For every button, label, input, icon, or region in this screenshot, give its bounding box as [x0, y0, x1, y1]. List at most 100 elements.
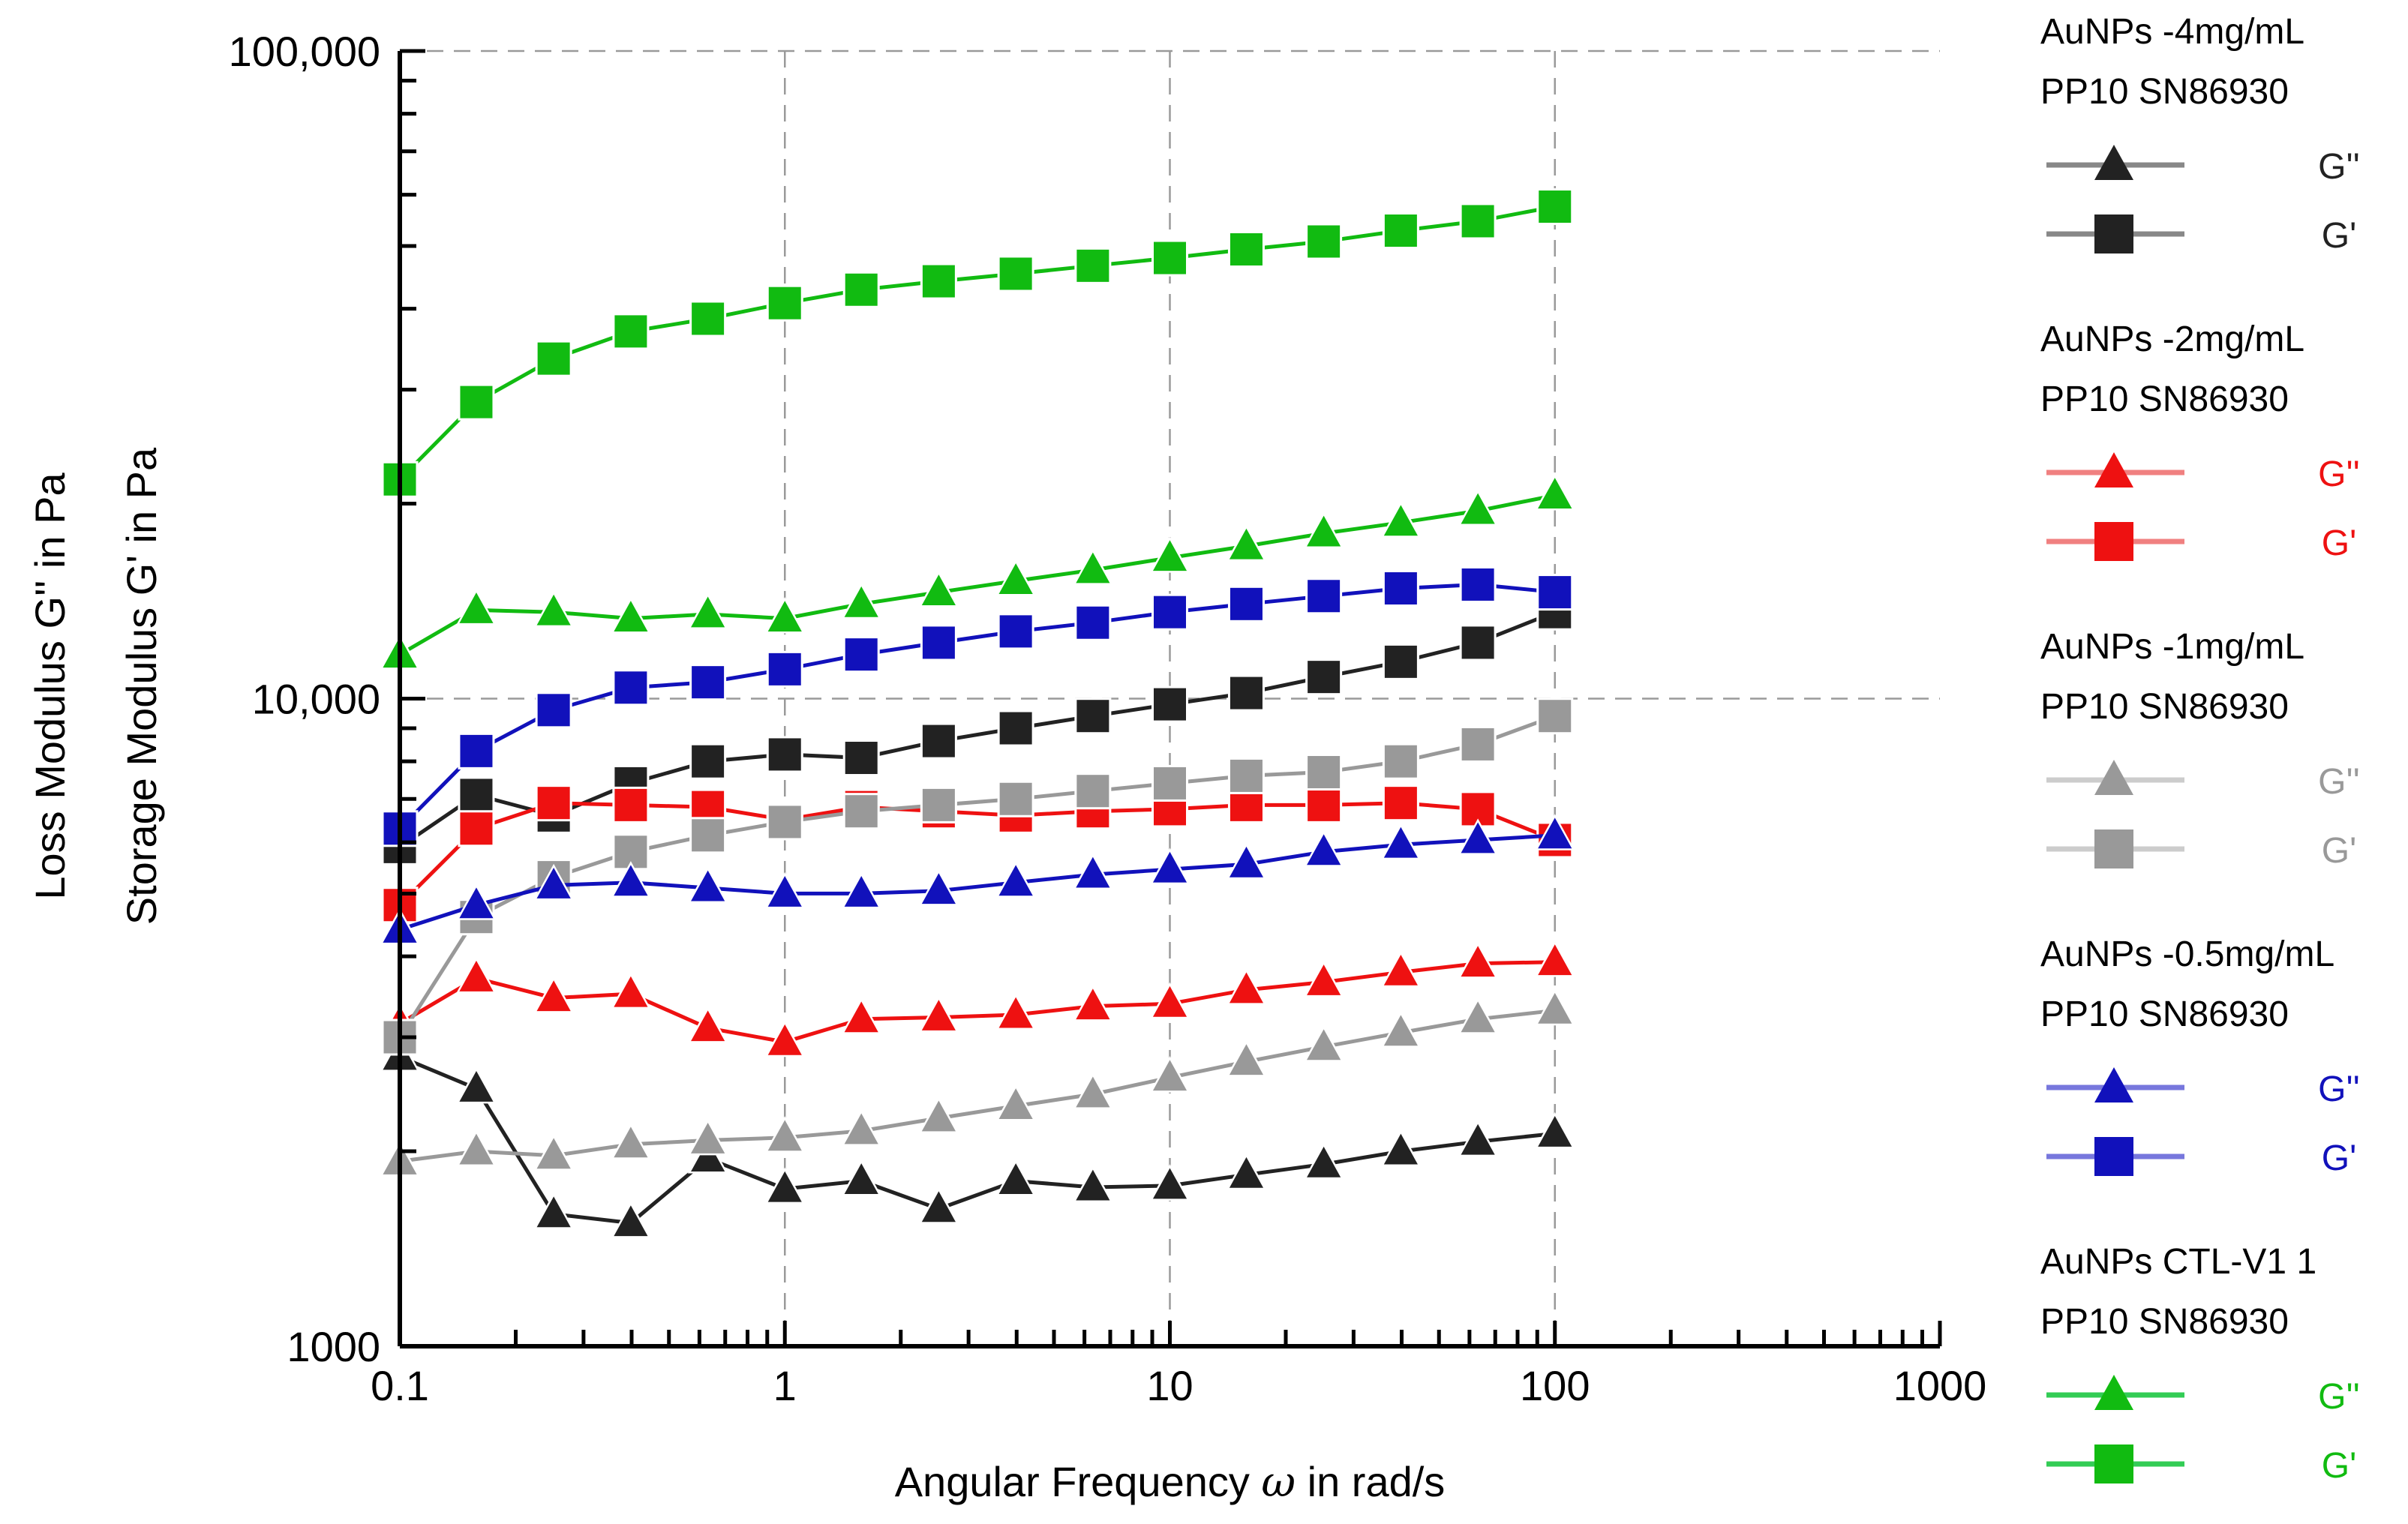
data-point-triangle — [1458, 1120, 1498, 1157]
y-tick-label: 10,000 — [252, 676, 380, 723]
data-point-square — [997, 255, 1034, 292]
data-point-triangle — [611, 972, 651, 1010]
data-point-square — [920, 624, 957, 662]
data-point-triangle — [533, 1192, 574, 1229]
axis-labels: 0.1 1 10 100 1000 1000 10,000 100,000 Angular Fr… — [26, 28, 1986, 1507]
data-point-square — [1305, 658, 1343, 696]
y-axis-title-loss: Loss Modulus G'' in Pa — [26, 472, 74, 900]
data-point-square — [997, 710, 1034, 747]
data-point-triangle — [918, 1096, 959, 1133]
data-point-triangle — [918, 995, 959, 1033]
data-point-triangle — [1380, 1011, 1422, 1048]
data-point-triangle — [918, 570, 959, 608]
data-point-triangle — [456, 884, 497, 920]
data-point-triangle — [1534, 988, 1575, 1026]
data-point-triangle — [611, 1123, 651, 1160]
data-point-triangle — [611, 1202, 651, 1238]
data-point-square — [689, 664, 727, 701]
data-point-triangle — [995, 1084, 1036, 1121]
data-point-square — [1305, 754, 1343, 791]
data-point-triangle — [841, 998, 882, 1034]
legend-group-subtitle: PP10 SN86930 — [2040, 380, 2289, 419]
series-line-0-1 — [398, 610, 1556, 849]
series-line-3-0 — [399, 833, 1555, 932]
x-axis-title-main: Angular Frequency — [895, 1458, 1262, 1505]
data-point-square — [689, 817, 727, 854]
data-point-square — [689, 742, 727, 780]
data-point-square — [1074, 698, 1112, 735]
legend-series-label: G' — [2322, 216, 2357, 256]
legend-group-subtitle: PP10 SN86930 — [2040, 72, 2289, 112]
legend-group-subtitle: PP10 SN86930 — [2040, 1302, 2289, 1342]
legend-triangle-marker — [2094, 145, 2133, 180]
data-point-triangle — [1303, 1025, 1344, 1062]
data-point-triangle — [1149, 1056, 1190, 1093]
x-tick-label: 0.1 — [371, 1362, 429, 1409]
data-point-square — [1151, 764, 1188, 802]
data-point-square — [535, 692, 572, 729]
data-point-triangle — [1073, 853, 1113, 890]
x-tick-label: 1 — [773, 1362, 797, 1409]
data-point-triangle — [841, 1109, 882, 1146]
data-point-square — [920, 262, 957, 300]
legend-series-label: G' — [2322, 831, 2357, 871]
data-point-triangle — [1534, 814, 1575, 850]
data-point-triangle — [1149, 1164, 1190, 1201]
data-point-square — [1382, 742, 1419, 780]
data-point-square — [1151, 593, 1188, 631]
data-point-triangle — [841, 1159, 882, 1196]
data-point-triangle — [1073, 985, 1113, 1022]
data-point-square — [842, 793, 880, 830]
x-tick-label: 1000 — [1893, 1362, 1987, 1409]
legend-square-marker — [2094, 522, 2133, 561]
data-point-triangle — [687, 1118, 728, 1156]
data-point-triangle — [687, 1006, 728, 1043]
legend-square-marker — [2094, 1444, 2133, 1484]
legend-series-label: G'' — [2318, 454, 2360, 494]
axes — [398, 49, 1942, 1348]
data-point-triangle — [1226, 842, 1267, 880]
data-point-square — [1227, 585, 1265, 622]
legend-triangle-marker — [2094, 760, 2133, 795]
data-point-triangle — [1226, 1040, 1267, 1077]
data-point-square — [689, 300, 727, 338]
data-point-square — [612, 786, 650, 824]
data-point-square — [458, 383, 495, 421]
data-point-square — [766, 650, 803, 688]
data-point-square — [1536, 698, 1574, 735]
data-point-square — [612, 313, 650, 350]
data-point-triangle — [1303, 512, 1344, 549]
x-tick-label: 10 — [1146, 1362, 1193, 1409]
data-point-triangle — [995, 993, 1036, 1030]
legend-group-subtitle: PP10 SN86930 — [2040, 994, 2289, 1034]
data-point-triangle — [1458, 489, 1498, 526]
data-point-triangle — [1534, 473, 1575, 511]
data-point-triangle — [687, 592, 728, 629]
series-line-4-1 — [398, 205, 1556, 481]
data-point-triangle — [533, 590, 574, 628]
x-axis-title: Angular Frequency ω in rad/s — [895, 1458, 1446, 1507]
legend-triangle-marker — [2094, 452, 2133, 488]
data-point-square — [1536, 574, 1574, 611]
legend-group-title: AuNPs -2mg/mL — [2040, 320, 2304, 359]
data-point-square — [1074, 604, 1112, 641]
data-point-triangle — [841, 582, 882, 620]
data-point-square — [1227, 674, 1265, 712]
data-point-triangle — [995, 1159, 1036, 1196]
data-point-triangle — [918, 1187, 959, 1224]
data-point-square — [997, 613, 1034, 650]
legend-series-label: G'' — [2318, 762, 2360, 802]
data-point-square — [1382, 784, 1419, 822]
series-line-1-0 — [398, 960, 1555, 1044]
data-point-square — [842, 740, 880, 777]
data-point-triangle — [764, 1116, 806, 1153]
data-point-triangle — [1380, 501, 1422, 538]
data-point-square — [1074, 247, 1112, 284]
data-point-triangle — [1149, 536, 1190, 573]
data-point-square — [1305, 786, 1343, 824]
data-point-triangle — [1226, 968, 1267, 1005]
data-point-square — [1459, 725, 1497, 763]
data-point-triangle — [533, 976, 574, 1013]
data-point-triangle — [1226, 524, 1267, 562]
data-point-square — [458, 810, 495, 848]
